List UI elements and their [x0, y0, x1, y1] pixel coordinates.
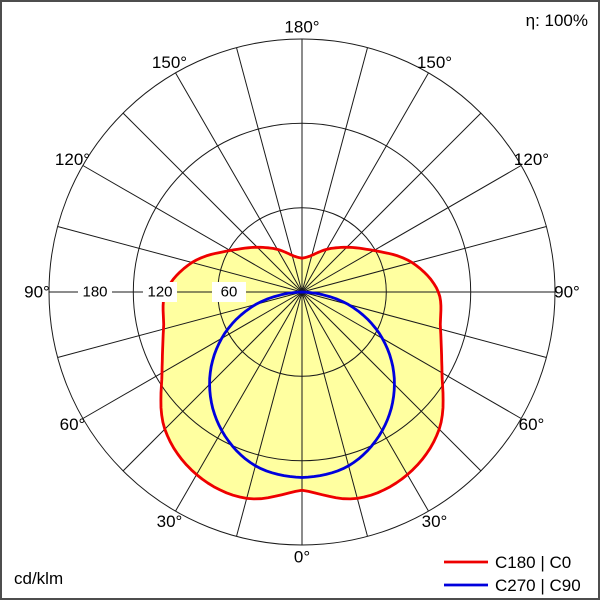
angle-label: 180° [284, 18, 319, 37]
grid-spoke [236, 291, 303, 537]
angle-label: 120° [55, 150, 90, 169]
ring-label-bg [78, 282, 112, 302]
grid-spoke [301, 291, 482, 472]
grid-spoke [122, 291, 303, 472]
efficiency-label: η: 100% [526, 11, 588, 30]
angle-label: 90° [554, 283, 580, 302]
angle-label: 150° [152, 53, 187, 72]
grid-spoke [82, 165, 303, 293]
grid-spoke [175, 72, 303, 293]
grid-spoke [57, 226, 303, 293]
legend-label-c270-c90: C270 | C90 [495, 576, 581, 595]
ring-label: 120 [147, 284, 172, 301]
ring-label: 60 [221, 284, 238, 301]
angle-label: 150° [417, 53, 452, 72]
radial-scale-labels: 180 120 60 [78, 282, 246, 302]
angle-label: 90° [24, 283, 50, 302]
grid-spoke [122, 112, 303, 293]
grid-spoke [301, 112, 482, 293]
ring-label-bg [143, 282, 177, 302]
unit-label: cd/klm [14, 569, 63, 588]
angle-label: 60° [60, 415, 86, 434]
grid-spoke [301, 226, 547, 293]
grid-spoke [301, 165, 522, 293]
grid-spoke [301, 291, 522, 419]
angle-labels: 0° 30° 30° 60° 60° 90° 90° 120° 120° 150° 150° 180° [24, 18, 580, 567]
grid-spoke [82, 291, 303, 419]
angle-label: 60° [519, 415, 545, 434]
angle-label: 30° [422, 512, 448, 531]
grid-spoke [236, 47, 303, 293]
angle-label: 120° [514, 150, 549, 169]
curve-c270-c90 [208, 290, 396, 479]
angle-label: 0° [294, 548, 310, 567]
grid-spoke [301, 72, 429, 293]
legend: C180 | C0 C270 | C90 [444, 553, 581, 595]
curve-c180-c0 [159, 245, 445, 501]
ring-label-bg [212, 282, 246, 302]
grid-spoke [301, 291, 368, 537]
angle-label: 30° [157, 512, 183, 531]
grid-spoke [301, 47, 368, 293]
ring-label: 180 [82, 284, 107, 301]
legend-label-c180-c0: C180 | C0 [495, 553, 571, 572]
